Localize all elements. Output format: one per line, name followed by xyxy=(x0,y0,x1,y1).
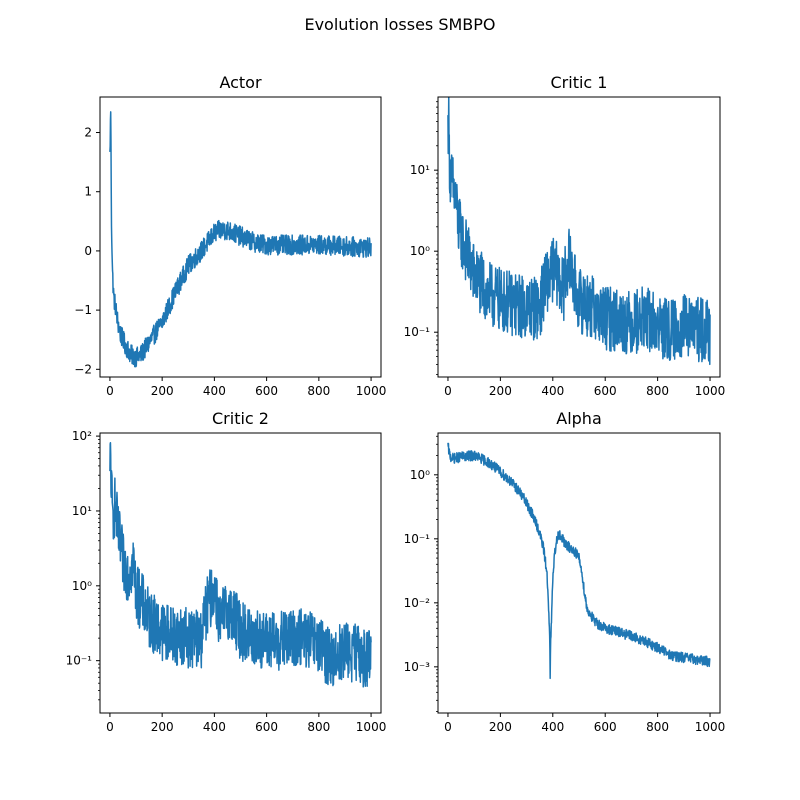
axes-frame-actor xyxy=(99,96,382,378)
y-tick-label-actor: 1 xyxy=(84,185,92,199)
x-tick-label-actor: 1000 xyxy=(356,384,387,398)
y-tick-label-actor: 2 xyxy=(84,126,92,140)
panel-title-critic-1: Critic 1 xyxy=(551,73,608,92)
figure-suptitle: Evolution losses SMBPO xyxy=(304,15,495,34)
panel-title-alpha: Alpha xyxy=(556,409,602,428)
y-tick-label-alpha: 10⁻¹ xyxy=(404,532,431,546)
x-tick-label-alpha: 0 xyxy=(444,720,452,734)
x-tick-label-alpha: 600 xyxy=(594,720,617,734)
x-tick-label-actor: 200 xyxy=(151,384,174,398)
y-tick-label-alpha: 10⁻² xyxy=(404,596,431,610)
y-tick-label-critic-1: 10⁻¹ xyxy=(404,325,431,339)
x-tick-label-actor: 0 xyxy=(106,384,114,398)
x-tick-label-critic-2: 1000 xyxy=(356,720,387,734)
y-tick-label-critic-2: 10² xyxy=(72,429,92,443)
x-tick-label-critic-2: 0 xyxy=(106,720,114,734)
y-tick-label-actor: −1 xyxy=(74,303,92,317)
x-tick-label-alpha: 800 xyxy=(646,720,669,734)
panel-critic-2: Critic 2 0 200 400 600 800 1000 10⁻¹ 10⁰ 10¹ 10² xyxy=(66,409,387,734)
x-tick-label-critic-1: 600 xyxy=(594,384,617,398)
y-tick-label-critic-1: 10¹ xyxy=(410,163,430,177)
x-tick-label-critic-2: 600 xyxy=(255,720,278,734)
y-tick-label-alpha: 10⁻³ xyxy=(404,660,431,674)
x-tick-label-critic-2: 400 xyxy=(203,720,226,734)
panel-alpha: Alpha 0 200 400 600 800 1000 10⁻³ 10⁻² 10⁻¹ 10⁰ xyxy=(404,409,726,734)
axes-frame-critic-1 xyxy=(437,96,721,378)
y-tick-label-critic-1: 10⁰ xyxy=(410,244,430,258)
x-tick-label-critic-1: 1000 xyxy=(695,384,726,398)
series-line-critic-2 xyxy=(109,441,372,688)
series-line-actor xyxy=(109,111,372,368)
panel-title-critic-2: Critic 2 xyxy=(212,409,269,428)
y-tick-label-critic-2: 10¹ xyxy=(72,504,92,518)
x-tick-label-alpha: 1000 xyxy=(695,720,726,734)
panel-title-actor: Actor xyxy=(219,73,262,92)
x-tick-label-alpha: 400 xyxy=(541,720,564,734)
x-tick-label-alpha: 200 xyxy=(489,720,512,734)
y-tick-label-critic-2: 10⁻¹ xyxy=(66,654,93,668)
x-tick-label-critic-1: 200 xyxy=(489,384,512,398)
x-tick-label-critic-2: 800 xyxy=(307,720,330,734)
x-tick-label-actor: 600 xyxy=(255,384,278,398)
x-tick-label-critic-1: 0 xyxy=(444,384,452,398)
x-tick-label-critic-2: 200 xyxy=(151,720,174,734)
y-tick-label-actor: −2 xyxy=(74,362,92,376)
x-tick-label-actor: 800 xyxy=(307,384,330,398)
axes-frame-critic-2 xyxy=(99,432,382,714)
axes-frame-alpha xyxy=(437,432,721,714)
series-line-critic-1 xyxy=(447,97,711,366)
x-tick-label-critic-1: 800 xyxy=(646,384,669,398)
y-tick-label-alpha: 10⁰ xyxy=(410,468,430,482)
x-tick-label-actor: 400 xyxy=(203,384,226,398)
series-line-alpha xyxy=(447,442,711,680)
x-tick-label-critic-1: 400 xyxy=(541,384,564,398)
y-tick-label-actor: 0 xyxy=(84,244,92,258)
y-tick-label-critic-2: 10⁰ xyxy=(72,579,92,593)
panel-critic-1: Critic 1 0 200 400 600 800 1000 10⁻¹ 10⁰ 10¹ xyxy=(404,73,726,398)
panel-actor: Actor 0 200 400 600 800 1000 −2 −1 0 1 2 xyxy=(74,73,386,398)
